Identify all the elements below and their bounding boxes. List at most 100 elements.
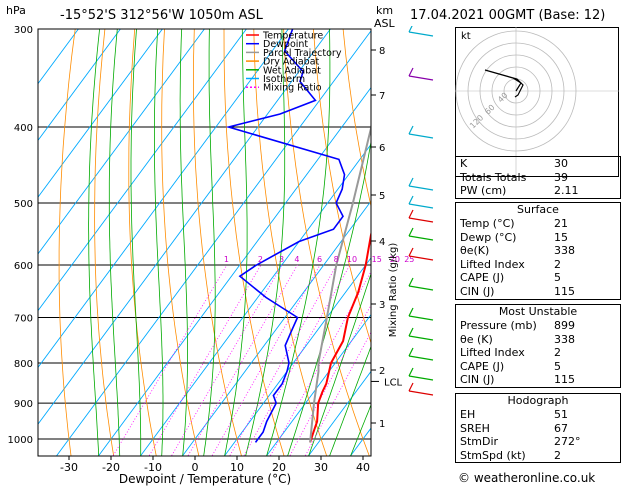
mixing-ratio-line <box>289 304 371 456</box>
mixing-ratio-label: 4 <box>294 255 299 264</box>
isotherm-line <box>224 257 371 456</box>
wet-adiabat-line <box>245 29 286 456</box>
wind-barb-icon <box>408 125 414 135</box>
x-tick-label: 20 <box>272 461 286 474</box>
dry-adiabat-line <box>94 29 114 456</box>
surface-value: 15 <box>554 230 568 244</box>
wind-barb-icon <box>408 277 414 287</box>
most-unstable-value: 2 <box>554 346 561 360</box>
most-unstable-label: Pressure (mb) <box>460 319 537 332</box>
surface-row: Lifted Index 2 <box>456 258 620 272</box>
hodograph-stat-value: 272° <box>554 435 581 449</box>
hodograph-stat-row: StmSpd (kt) 2 <box>456 449 620 463</box>
mixing-ratio-line <box>112 264 228 456</box>
wind-barb-icon <box>408 285 434 291</box>
surface-table: Surface Temp (°C) 21 Dewp (°C) 15 θe(K) 338 Li… <box>455 202 621 300</box>
index-value: 39 <box>554 170 568 184</box>
hodograph-kt-label: kt <box>461 31 471 42</box>
x-tick-label: 0 <box>192 461 199 474</box>
mixing-ratio-label: 10 <box>347 255 357 264</box>
wind-barb-icon <box>408 75 434 81</box>
km-tick-label: 3 <box>379 300 385 311</box>
mixing-ratio-label: 8 <box>334 255 339 264</box>
km-tick-label: 5 <box>379 191 385 202</box>
isotherm-line <box>0 29 36 456</box>
lcl-label: LCL <box>384 377 403 388</box>
most-unstable-row: Lifted Index 2 <box>456 346 620 360</box>
index-row: Totals Totals 39 <box>456 171 620 185</box>
most-unstable-value: 115 <box>554 373 575 387</box>
wind-barb-icon <box>408 382 414 392</box>
legend-label: Temperature <box>262 31 323 42</box>
parcel-trajectory-line <box>309 119 371 443</box>
mixing-ratio-axis-label: Mixing Ratio (g/kg) <box>388 243 399 338</box>
km-tick-label: 6 <box>379 143 385 154</box>
wet-adiabat-line <box>350 403 371 456</box>
hodograph-stat-value: 51 <box>554 408 568 421</box>
index-label: Totals Totals <box>460 170 527 184</box>
x-tick-label: -30 <box>60 461 78 474</box>
location-title: -15°52'S 312°56'W 1050m ASL <box>60 8 263 23</box>
wind-barb-icon <box>408 335 434 341</box>
surface-title: Surface <box>517 203 559 216</box>
index-value: 30 <box>554 157 568 170</box>
index-label: K <box>460 157 468 170</box>
wind-barb-icon <box>408 67 414 77</box>
surface-label: Lifted Index <box>460 257 525 271</box>
wet-adiabat-line <box>203 29 216 456</box>
wet-adiabat-line <box>130 29 142 456</box>
isotherm-line <box>38 29 289 369</box>
km-label: km <box>376 4 394 17</box>
mixing-ratio-line <box>187 264 298 456</box>
wind-barb-icon <box>408 26 413 33</box>
wet-adiabat-line <box>88 29 100 456</box>
legend-label: Dewpoint <box>263 39 308 50</box>
km-tick-label: 7 <box>379 91 385 102</box>
most-unstable-label: θe (K) <box>460 332 493 346</box>
most-unstable-value: 338 <box>554 332 575 346</box>
mixing-ratio-label: 1 <box>224 255 229 264</box>
mixing-ratio-label: 20 <box>390 255 400 264</box>
dewpoint-line <box>225 29 346 443</box>
most-unstable-row: CIN (J) 115 <box>456 373 620 387</box>
pressure-tick-label: 700 <box>14 314 33 325</box>
wind-barb-icon <box>408 133 434 139</box>
x-tick-label: -20 <box>102 461 120 474</box>
wind-barb-icon <box>408 217 434 223</box>
footer-credit: © weatheronline.co.uk <box>458 471 596 485</box>
wind-barb-icon <box>408 31 434 37</box>
surface-label: Dewp (°C) <box>460 230 517 244</box>
index-label: PW (cm) <box>460 184 507 198</box>
legend-label: Wet Adiabat <box>263 65 321 76</box>
pressure-tick-label: 600 <box>14 261 33 272</box>
mixing-ratio-label: 15 <box>372 255 382 264</box>
isotherm-line <box>98 86 371 456</box>
legend-label: Dry Adiabat <box>263 57 320 68</box>
hodograph-stat-value: 2 <box>554 448 561 462</box>
surface-label: θe(K) <box>460 244 490 258</box>
most-unstable-row: CAPE (J) 5 <box>456 360 620 374</box>
mixing-ratio-label: 3 <box>279 255 284 264</box>
asl-label: ASL <box>374 17 395 30</box>
legend-label: Isotherm <box>263 74 305 85</box>
km-tick-label: 4 <box>379 237 385 248</box>
isotherm-line <box>38 29 205 255</box>
mixing-ratio-label: 25 <box>404 255 414 264</box>
hodograph-stat-value: 67 <box>554 421 568 435</box>
mixing-ratio-label: 2 <box>258 255 263 264</box>
hodograph-stat-row: StmDir 272° <box>456 435 620 449</box>
hodograph-stat-row: SREH 67 <box>456 422 620 436</box>
most-unstable-value: 899 <box>554 319 575 332</box>
wind-barb-icon <box>408 203 434 209</box>
wet-adiabat-line <box>224 29 248 456</box>
most-unstable-label: CIN (J) <box>460 373 495 387</box>
wet-adiabat-line <box>329 345 371 456</box>
wind-barb-icon <box>408 355 434 361</box>
dry-adiabat-line <box>342 29 371 208</box>
surface-row: CAPE (J) 5 <box>456 271 620 285</box>
isotherm-line <box>266 313 371 456</box>
dry-adiabat-line <box>161 29 200 456</box>
most-unstable-label: Lifted Index <box>460 346 525 360</box>
